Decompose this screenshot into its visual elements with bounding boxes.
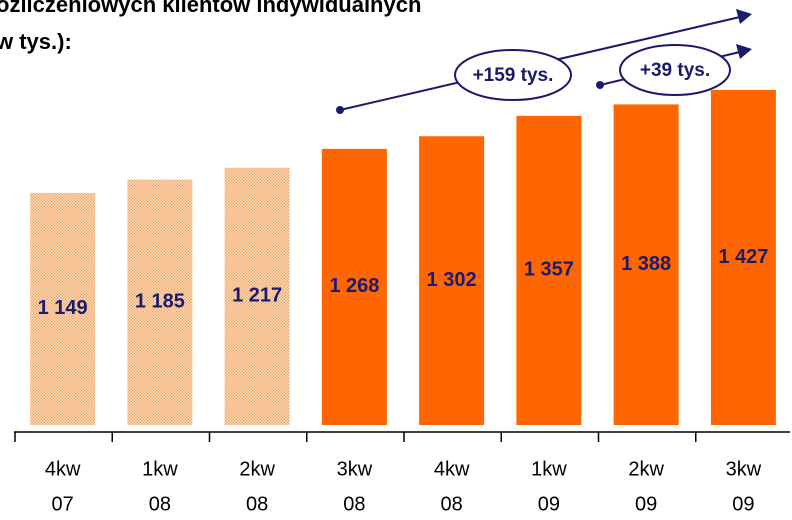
x-tick-label: 09: [732, 493, 754, 515]
x-tick-label: 07: [52, 493, 74, 515]
x-tick-label: 1kw: [142, 458, 178, 480]
bar: [127, 179, 193, 425]
annotation: +159 tys.: [473, 65, 554, 86]
x-tick-label: 3kw: [337, 458, 373, 480]
annotation: +39 tys.: [640, 60, 710, 81]
x-tick-label: 4kw: [45, 458, 81, 480]
x-tick-label: 3kw: [726, 458, 762, 480]
bar: [224, 167, 290, 425]
value-label: 1 357: [524, 259, 574, 281]
x-tick-label: 2kw: [239, 458, 275, 480]
x-tick-label: 1kw: [531, 458, 567, 480]
value-label: 1 388: [621, 253, 671, 275]
annotation-bubble: [619, 44, 731, 96]
arrow-head: [736, 9, 752, 24]
arrow-dot: [336, 106, 344, 114]
x-tick-label: 08: [441, 493, 463, 515]
x-tick-label: 4kw: [434, 458, 470, 480]
bar: [710, 89, 776, 426]
x-tick-label: 08: [343, 493, 365, 515]
value-label: 1 185: [135, 291, 185, 313]
bar: [613, 104, 679, 426]
chart-title: w tys.):: [0, 29, 72, 54]
value-label: 1 427: [718, 246, 768, 268]
x-tick-label: 09: [538, 493, 560, 515]
bar: [516, 115, 582, 426]
x-tick-label: 09: [635, 493, 657, 515]
bar: [30, 192, 96, 425]
x-tick-label: 08: [149, 493, 171, 515]
arrow-head: [736, 44, 752, 59]
arrow-dot: [596, 81, 604, 89]
bar: [321, 148, 387, 425]
value-label: 1 217: [232, 285, 282, 307]
chart-title: ozliczeniowych klientów indywidualnych: [0, 0, 421, 17]
value-label: 1 149: [38, 297, 88, 319]
value-label: 1 302: [427, 269, 477, 291]
x-tick-label: 08: [246, 493, 268, 515]
value-label: 1 268: [329, 275, 379, 297]
annotation-bubble: [454, 49, 572, 101]
x-tick-label: 2kw: [628, 458, 664, 480]
bar: [419, 136, 485, 425]
